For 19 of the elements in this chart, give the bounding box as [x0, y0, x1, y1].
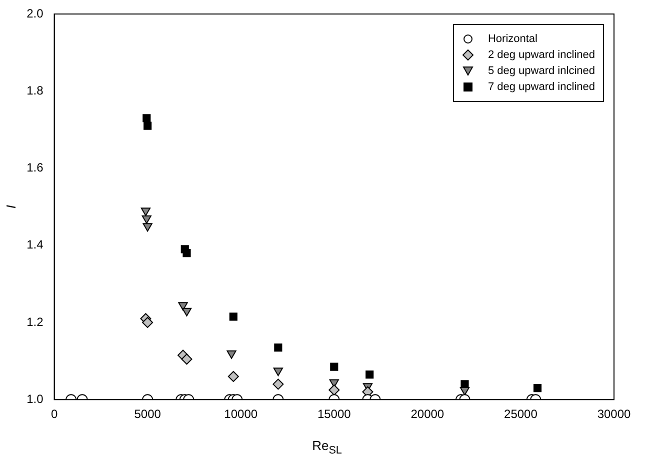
- x-tick-label: 0: [50, 407, 58, 422]
- x-tick-label: 5000: [134, 407, 162, 422]
- legend-label: Horizontal: [488, 32, 538, 47]
- x-tick-label: 30000: [597, 407, 632, 422]
- x-tick-label: 10000: [224, 407, 258, 422]
- y-tick-label: 1.0: [26, 392, 44, 406]
- legend-label: 5 deg upward inlcined: [488, 64, 595, 79]
- y-axis-title: I: [3, 204, 18, 209]
- y-tick-label: 1.2: [26, 314, 44, 329]
- y-tick-label: 1.4: [26, 238, 44, 252]
- x-axis-title: Re$_{SL}$: [311, 438, 343, 457]
- x-tick-label: 25000: [504, 407, 538, 422]
- x-tick-label: 20000: [410, 407, 444, 422]
- x-tick-label: 15000: [317, 407, 352, 422]
- y-tick-label: 2.0: [26, 6, 44, 20]
- y-tick-label: 1.6: [26, 160, 44, 175]
- y-tick-label: 1.8: [26, 83, 44, 98]
- legend-label: 2 deg upward inclined: [488, 48, 595, 63]
- legend-label: 7 deg upward inclined: [488, 80, 595, 95]
